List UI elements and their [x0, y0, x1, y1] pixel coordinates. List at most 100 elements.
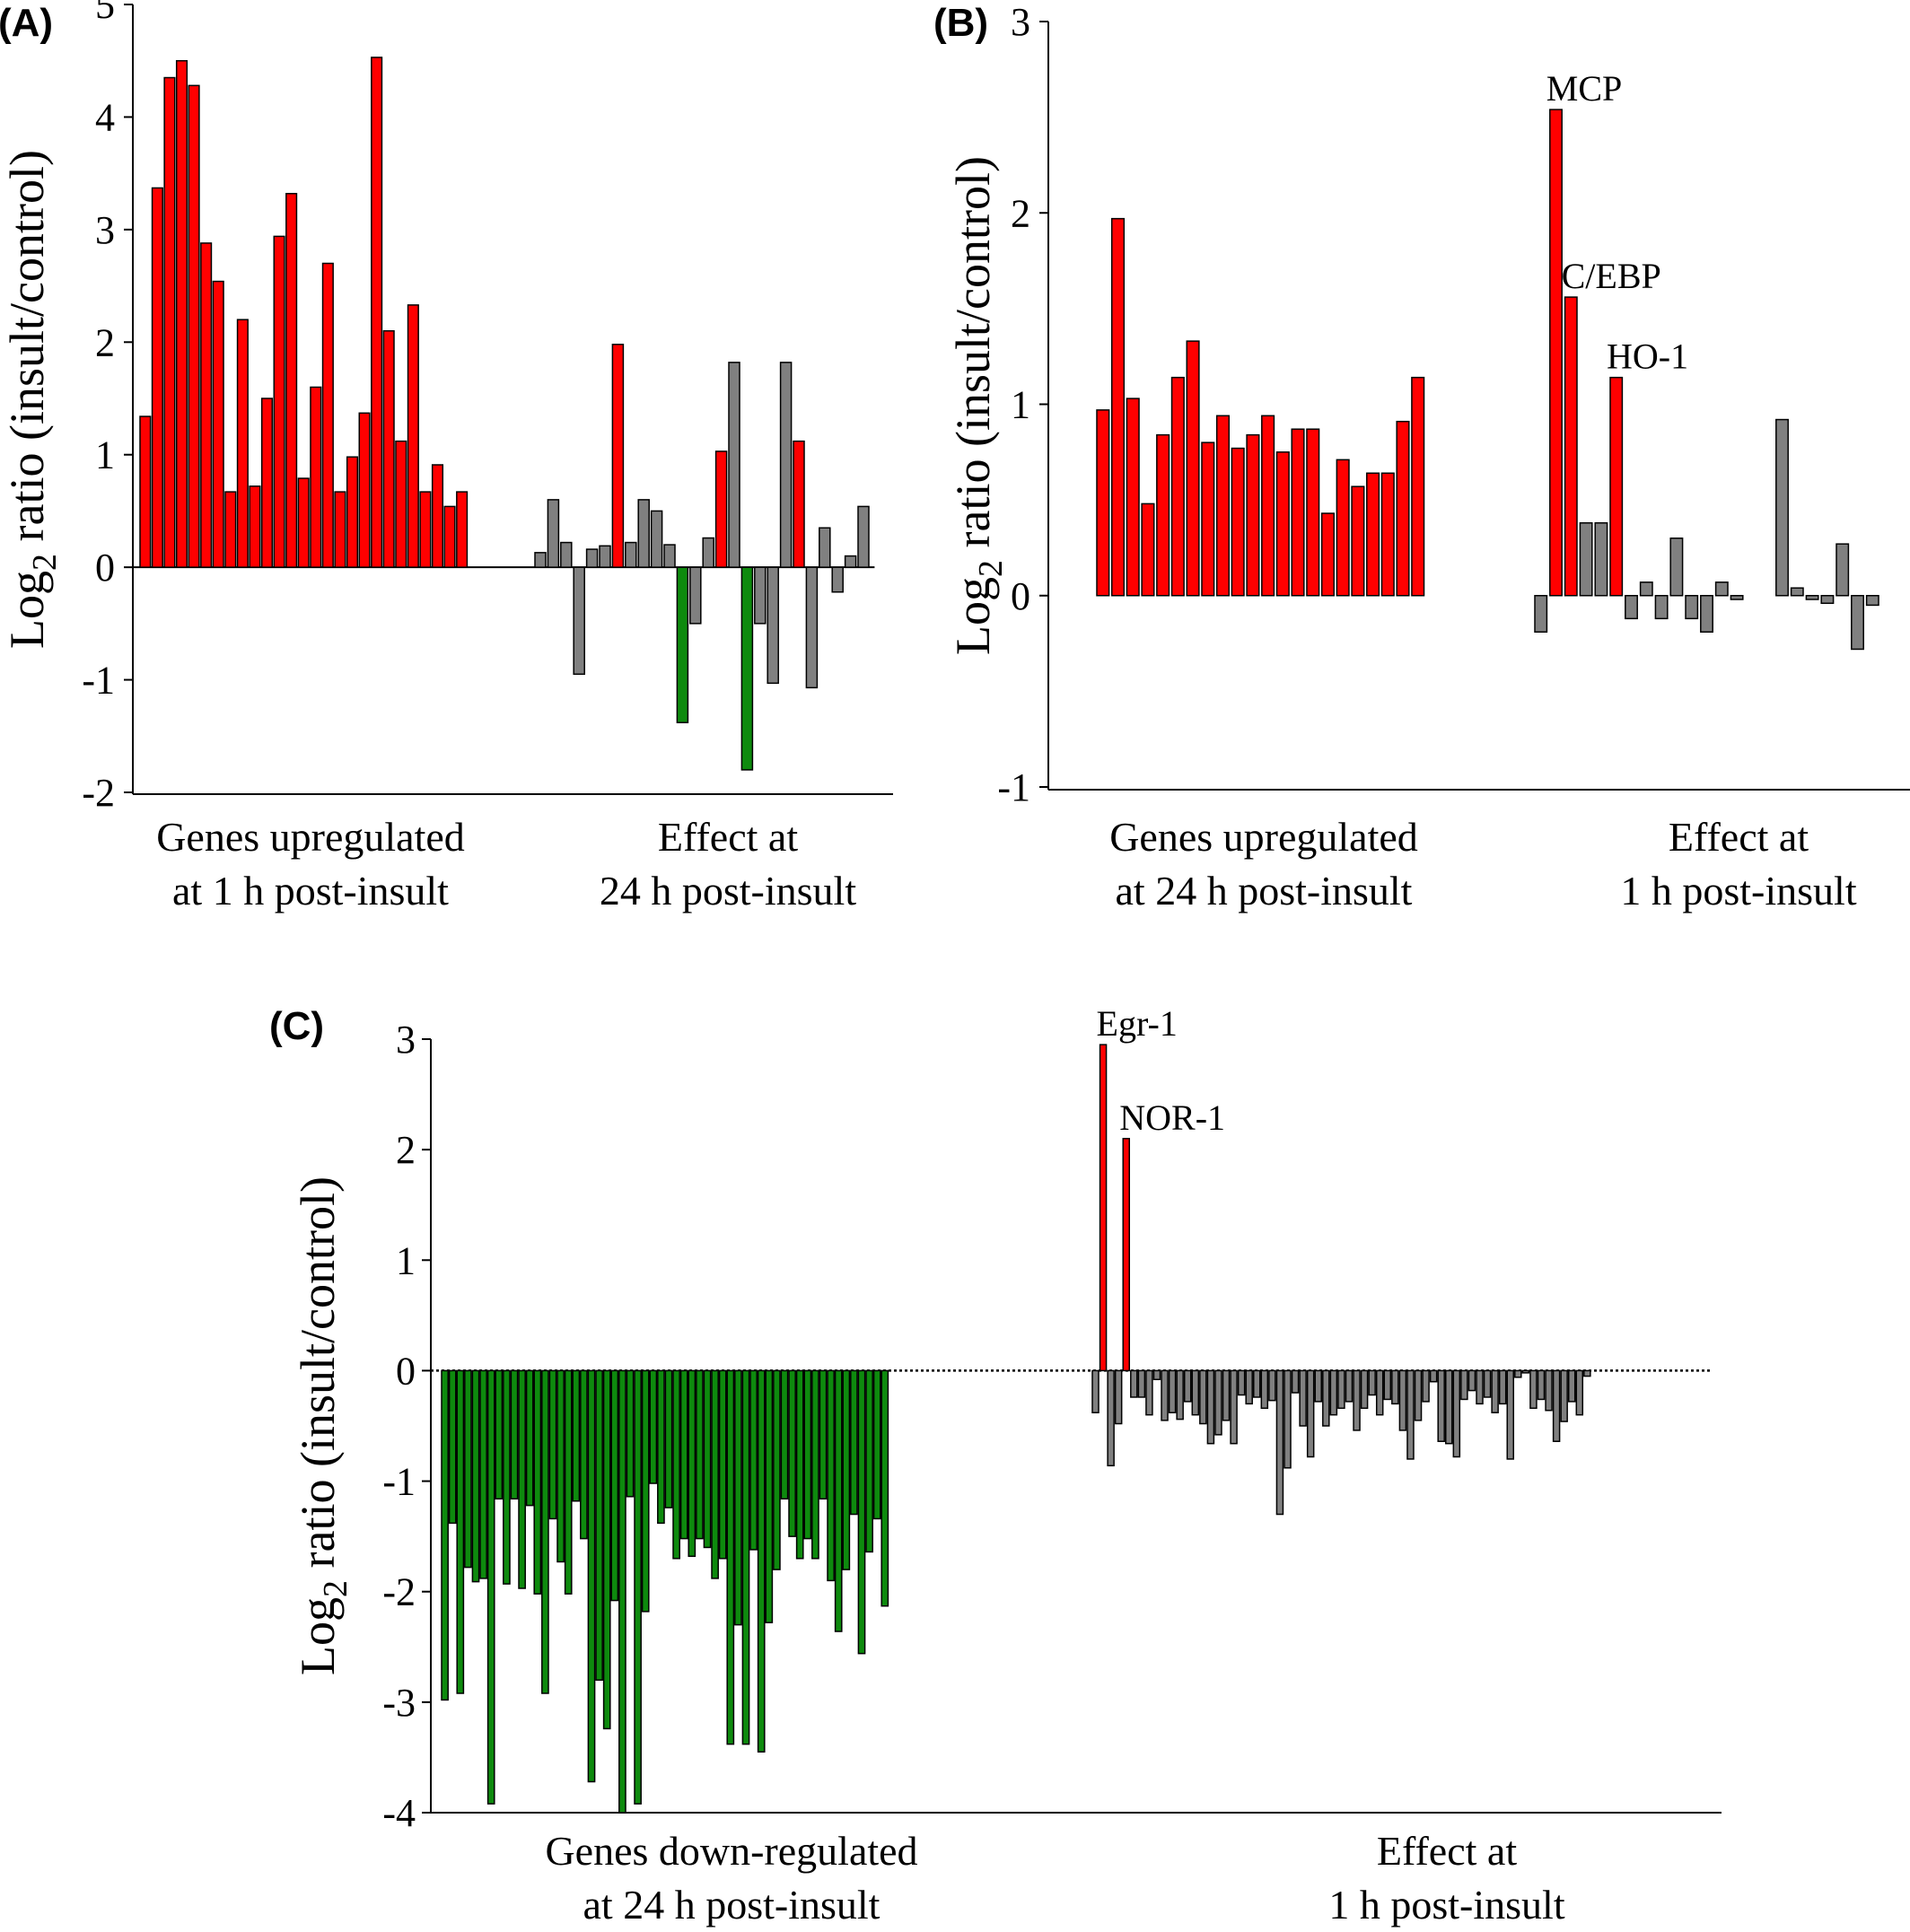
y-tick-label-c: 3 — [396, 1018, 416, 1062]
bar-c-2-12 — [1176, 1369, 1184, 1421]
bar-c-1-47 — [795, 1369, 804, 1560]
bar-c-2-43 — [1414, 1369, 1423, 1421]
bar-a-1-13 — [285, 192, 298, 568]
bar-b-2-23 — [1865, 595, 1879, 607]
bar-c-1-37 — [718, 1369, 727, 1560]
panel-label-a: (A) — [0, 1, 53, 45]
bar-c-2-60 — [1545, 1369, 1553, 1412]
bar-c-1-24 — [618, 1369, 626, 1814]
bar-c-1-22 — [602, 1369, 611, 1730]
bar-c-2-63 — [1567, 1369, 1576, 1403]
bar-b-1-11 — [1246, 433, 1260, 597]
bar-a-2-23 — [819, 527, 831, 568]
y-tick-label-b: 2 — [1011, 191, 1030, 235]
bar-b-1-10 — [1231, 447, 1245, 597]
y-axis-label-log: Log — [291, 1597, 345, 1675]
bar-a-2-18 — [754, 566, 767, 625]
bar-b-2-5 — [1594, 521, 1608, 597]
bar-c-2-18 — [1222, 1369, 1231, 1421]
bar-b-1-18 — [1351, 485, 1365, 597]
y-tick-label-c: 1 — [396, 1238, 416, 1282]
group-label-a-2: 24 h post-insult — [600, 868, 856, 914]
bar-b-1-7 — [1186, 340, 1200, 597]
bar-c-2-59 — [1537, 1369, 1546, 1401]
bar-c-1-58 — [881, 1369, 889, 1607]
bar-c-1-30 — [664, 1369, 673, 1508]
bar-c-2-27 — [1291, 1369, 1300, 1394]
bar-c-1-29 — [657, 1369, 665, 1525]
bar-c-1-19 — [580, 1369, 588, 1540]
bar-a-1-19 — [358, 412, 371, 568]
bar-c-2-35 — [1353, 1369, 1361, 1431]
y-tick-label-c: -1 — [382, 1460, 416, 1504]
bar-c-2-29 — [1306, 1369, 1315, 1458]
bar-c-2-36 — [1360, 1369, 1369, 1410]
bar-c-2-11 — [1168, 1369, 1177, 1413]
bar-c-1-33 — [688, 1369, 697, 1558]
bar-c-2-33 — [1337, 1369, 1345, 1410]
bar-c-2-38 — [1375, 1369, 1384, 1416]
bar-c-1-16 — [556, 1369, 565, 1563]
bar-a-2-26 — [857, 505, 870, 568]
bar-c-2-52 — [1483, 1369, 1492, 1398]
bar-c-1-54 — [850, 1369, 858, 1516]
gene-label-c-ebp: C/EBP — [1562, 256, 1661, 296]
y-axis-label-text: ratio (insult/control) — [0, 150, 54, 554]
y-tick-label-c: 0 — [396, 1349, 416, 1393]
bar-b-1-8 — [1201, 441, 1215, 597]
bar-a-1-27 — [456, 491, 469, 568]
bar-a-2-1 — [534, 552, 547, 568]
bar-c-1-38 — [726, 1369, 735, 1745]
bar-c-2-65 — [1583, 1369, 1591, 1377]
bar-c-1-56 — [865, 1369, 873, 1553]
bar-b-2-11 — [1685, 595, 1699, 620]
bar-c-1-7 — [486, 1369, 495, 1805]
y-tick-label-c: 2 — [396, 1128, 416, 1172]
bar-c-1-4 — [464, 1369, 472, 1569]
bar-a-1-3 — [163, 76, 176, 568]
bar-b-1-19 — [1366, 472, 1380, 597]
y-tick-label-b: 3 — [1011, 0, 1030, 44]
y-axis-label-c: Log2 ratio (insult/control) — [291, 1176, 355, 1675]
bar-b-2-14 — [1730, 595, 1744, 600]
bar-b-1-9 — [1215, 415, 1231, 597]
gene-label-mcp: MCP — [1546, 68, 1623, 109]
bar-a-1-26 — [443, 505, 456, 568]
group-label-c-1: at 24 h post-insult — [583, 1882, 881, 1928]
bar-c-1-6 — [479, 1369, 487, 1579]
bar-b-1-21 — [1396, 420, 1410, 597]
bar-a-2-10 — [650, 510, 663, 568]
bar-a-2-19 — [767, 566, 779, 685]
group-label-c-1: Genes down-regulated — [545, 1828, 917, 1874]
y-tick-label-b: 1 — [1011, 383, 1030, 427]
bar-b-1-13 — [1275, 451, 1290, 597]
panel-label-b: (B) — [933, 1, 988, 45]
bar-c-2-50 — [1468, 1369, 1476, 1392]
bar-b-2-2 — [1549, 109, 1563, 597]
bar-b-2-17 — [1775, 418, 1789, 597]
bar-c-2-49 — [1460, 1369, 1468, 1401]
bar-b-1-4 — [1141, 503, 1155, 597]
bar-b-1-22 — [1411, 376, 1425, 597]
bar-c-2-62 — [1560, 1369, 1568, 1422]
bar-b-1-12 — [1261, 415, 1275, 597]
y-tick-label-b: -1 — [997, 765, 1030, 809]
y-axis-label-log: Log — [946, 577, 1000, 655]
bar-b-2-18 — [1790, 587, 1804, 597]
bar-a-1-24 — [419, 491, 432, 568]
bar-c-2-1 — [1091, 1369, 1100, 1413]
group-label-c-2: Effect at — [1377, 1828, 1517, 1874]
bar-c-2-26 — [1284, 1369, 1292, 1469]
bar-c-2-61 — [1552, 1369, 1561, 1442]
bar-a-1-6 — [200, 242, 213, 568]
bar-a-2-25 — [844, 555, 857, 568]
bar-a-1-25 — [431, 464, 444, 568]
bar-b-1-14 — [1291, 428, 1305, 597]
bar-b-2-13 — [1714, 581, 1729, 597]
bar-c-2-57 — [1521, 1369, 1530, 1374]
bar-b-1-16 — [1320, 512, 1336, 597]
bar-c-2-34 — [1345, 1369, 1354, 1403]
bar-a-2-13 — [689, 566, 702, 625]
